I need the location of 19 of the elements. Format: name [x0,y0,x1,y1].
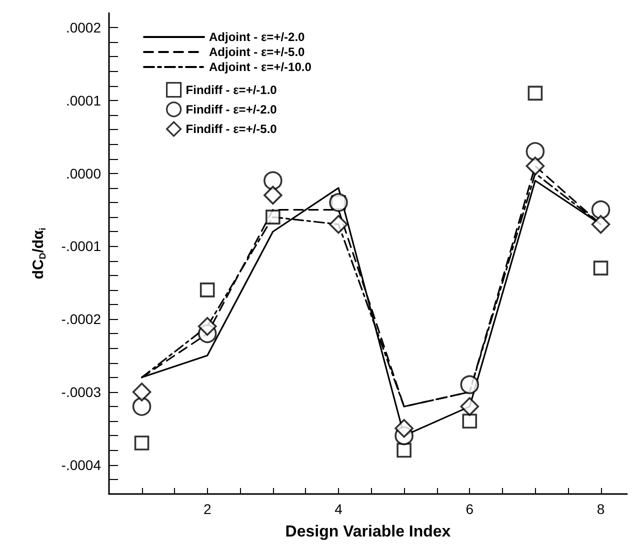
x-tick-label: 8 [596,501,605,517]
legend-label: Findiff - ε=+/-5.0 [186,122,278,136]
y-tick-label: -.0003 [61,384,102,400]
x-tick-label: 6 [466,501,474,517]
y-tick-label: -.0004 [61,456,102,473]
legend-label: Findiff - ε=+/-2.0 [186,102,278,116]
legend-label: Adjoint - ε=+/-2.0 [209,30,306,44]
legend-label: Adjoint - ε=+/-10.0 [209,60,312,74]
legend-label: Adjoint - ε=+/-5.0 [209,45,306,59]
y-tick-label: .0001 [66,92,102,108]
x-tick-label: 2 [203,501,212,517]
y-tick-label: -.0002 [61,311,102,328]
y-axis-title: dCD/dαi [30,228,48,280]
x-tick-label: 4 [334,501,343,517]
y-tick-label: .0000 [66,165,102,182]
x-axis-title: Design Variable Index [285,524,451,540]
y-tick-label: .0002 [66,20,102,36]
legend-label: Findiff - ε=+/-1.0 [186,82,278,97]
y-tick-label: -.0001 [61,238,102,254]
